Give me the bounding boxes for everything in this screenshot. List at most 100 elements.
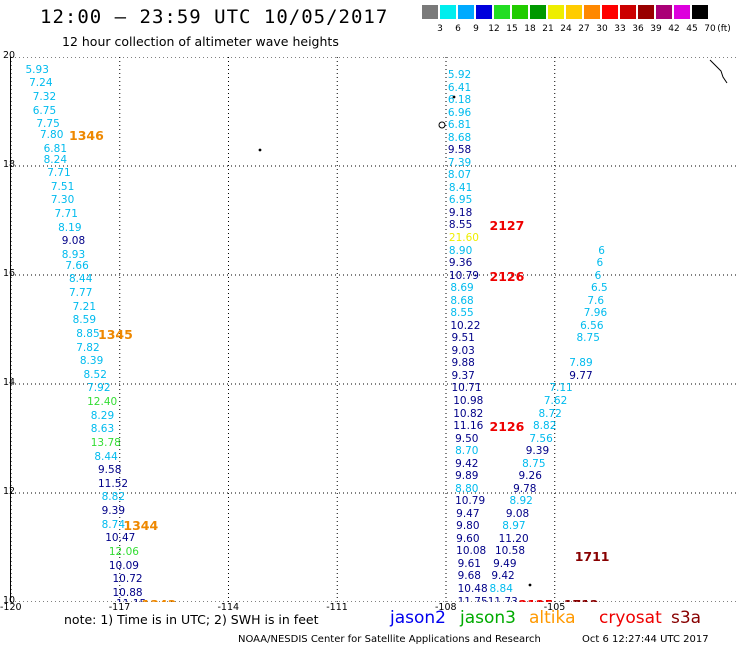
- legend-swatch: [476, 5, 492, 19]
- pass-time-label: 2127: [489, 218, 525, 234]
- legend-swatch: [620, 5, 636, 19]
- legend-label: 3: [437, 24, 443, 34]
- pass-time-label: 2126: [489, 268, 525, 284]
- wave-height-label: 5.93: [25, 63, 49, 76]
- wave-height-label: 10.79: [448, 269, 479, 282]
- wave-height-label: 8.82: [101, 491, 126, 504]
- satellite-label: altika: [529, 608, 576, 628]
- wave-height-label: 6: [594, 269, 602, 282]
- legend-label: 39: [650, 24, 662, 34]
- lat-tick-label: 12: [3, 486, 16, 497]
- legend-label: 24: [560, 24, 572, 34]
- wave-height-label: 7.39: [447, 156, 472, 169]
- legend-label: 18: [524, 24, 536, 34]
- wave-height-label: 10.58: [494, 545, 525, 558]
- wave-height-label: 9.88: [451, 357, 475, 370]
- legend-label: 33: [614, 24, 626, 34]
- wave-height-label: 7.89: [569, 357, 593, 370]
- wave-height-label: 10.72: [112, 573, 143, 586]
- lat-tick-label: 16: [3, 268, 16, 279]
- wave-height-label: 11.75: [457, 595, 488, 602]
- wave-height-label: 9.89: [455, 470, 479, 483]
- legend-swatch: [530, 5, 546, 19]
- legend-swatch: [584, 5, 600, 19]
- wave-height-label: 12.40: [87, 396, 118, 409]
- footer-note: note: 1) Time is in UTC; 2) SWH is in fe…: [64, 612, 319, 627]
- wave-height-label: 9.42: [491, 570, 515, 583]
- wave-height-label: 8.59: [72, 314, 97, 327]
- legend-label: 70: [704, 24, 716, 34]
- legend-label: 36: [632, 24, 644, 34]
- pass-time-label: 2125: [519, 598, 554, 602]
- wave-height-label: 8.55: [450, 307, 474, 320]
- wave-height-label: 7.66: [65, 259, 89, 272]
- legend-label: 30: [596, 24, 608, 34]
- wave-height-label: 8.84: [489, 583, 513, 595]
- wave-height-label: 10.79: [455, 495, 486, 508]
- wave-height-label: 9.47: [456, 507, 480, 520]
- wave-height-label: 8.41: [448, 181, 473, 194]
- island: [452, 95, 456, 99]
- wave-height-label: 8.93: [61, 248, 86, 261]
- wave-height-label: 11.73: [487, 595, 518, 602]
- satellite-label: jason2: [390, 608, 446, 628]
- wave-height-label: 9.08: [61, 235, 86, 248]
- pass-time-label: 1344: [123, 517, 159, 533]
- legend-label: 21: [542, 24, 554, 34]
- wave-height-label: 10.82: [453, 407, 484, 420]
- wave-height-label: 8.68: [450, 294, 474, 307]
- credit-text: NOAA/NESDIS Center for Satellite Applica…: [238, 634, 541, 645]
- wave-height-label: 8.19: [58, 221, 82, 234]
- legend-label: 9: [473, 24, 479, 34]
- wave-height-label: 9.08: [505, 507, 530, 520]
- wave-height-label: 11.15: [116, 599, 146, 602]
- wave-height-label: 9.77: [569, 369, 593, 382]
- legend-swatch: [566, 5, 582, 19]
- lat-tick-label: 14: [3, 377, 16, 388]
- wave-height-label: 7.75: [36, 118, 60, 131]
- wave-height-label: 7.77: [69, 287, 93, 300]
- wave-height-label: 6.18: [447, 94, 472, 107]
- wave-height-label: 8.39: [79, 355, 104, 368]
- legend-swatch: [692, 5, 708, 19]
- wave-height-label: 9.80: [456, 520, 480, 533]
- wave-height-label: 12.06: [108, 545, 139, 558]
- island: [528, 583, 532, 587]
- wave-height-label: 9.26: [518, 470, 542, 483]
- legend-label: 15: [506, 24, 518, 34]
- legend-swatch: [422, 5, 438, 19]
- wave-height-label: 8.97: [502, 520, 526, 533]
- wave-height-label: 10.47: [105, 532, 136, 545]
- lon-tick-label: -108: [435, 602, 457, 613]
- wave-height-label: 9.58: [98, 464, 122, 477]
- wave-height-label: 9.39: [525, 445, 550, 458]
- legend-swatch: [494, 5, 510, 19]
- wave-height-label: 8.44: [94, 450, 118, 463]
- wave-height-label: 8.29: [90, 409, 115, 422]
- lon-tick-label: -114: [217, 602, 240, 613]
- wave-height-label: 8.72: [538, 407, 562, 420]
- wave-height-label: 8.80: [455, 482, 479, 495]
- legend-swatch: [602, 5, 618, 19]
- wave-height-label: 7.6: [587, 294, 605, 307]
- wave-height-label: 7.96: [583, 307, 608, 320]
- wave-height-label: 7.30: [50, 194, 75, 207]
- wave-height-label: 6.56: [580, 319, 604, 332]
- wave-height-label: 9.42: [455, 457, 479, 470]
- coastline: [709, 59, 728, 84]
- wave-height-label: 7.62: [543, 394, 568, 407]
- lat-tick-label: 18: [3, 159, 16, 170]
- legend-label: 42: [668, 24, 680, 34]
- wave-height-label: 8.55: [448, 219, 473, 232]
- legend-swatch: [512, 5, 528, 19]
- legend-swatch: [458, 5, 474, 19]
- map-plot: 5.93 7.24 7.32 6.75 7.75 7.80 6.81 8.24 7.71 7.51…: [10, 57, 736, 602]
- map-grid: [11, 57, 736, 602]
- wave-height-label: 6: [596, 257, 604, 270]
- wave-height-label: 6.81: [43, 142, 68, 155]
- wave-height-label: 8.85: [76, 327, 100, 340]
- wave-height-label: 10.71: [451, 382, 482, 395]
- legend-swatch: [638, 5, 654, 19]
- legend-swatch: [656, 5, 672, 19]
